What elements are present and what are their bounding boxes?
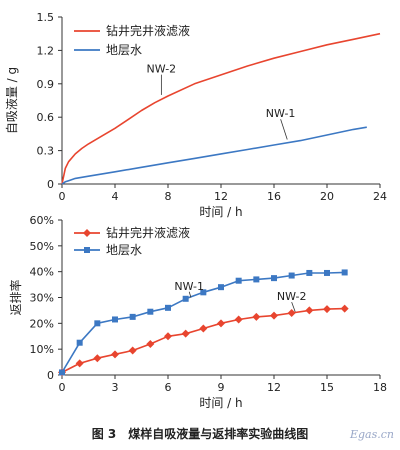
- chart2-series-2-point: [306, 269, 313, 276]
- chart1-x-tick-label: 16: [267, 190, 281, 203]
- chart2-x-tick-label: 15: [320, 381, 334, 394]
- chart1-y-tick-label: 0.6: [37, 111, 55, 124]
- chart2-series-2-point: [59, 369, 65, 376]
- chart2-series-1-point: [287, 309, 296, 317]
- chart2-series-1-point: [75, 359, 84, 368]
- chart2-series-1-point: [146, 340, 155, 348]
- chart2-series-2-point: [271, 275, 277, 282]
- chart2-series-2-point: [341, 269, 348, 276]
- chart1-x-axis-label: 时间 / h: [199, 205, 242, 219]
- chart2-y-tick-label: 50%: [30, 240, 54, 253]
- chart2-series-1-point: [111, 350, 119, 359]
- chart2-series-1-point: [340, 304, 349, 313]
- chart1-y-axis-label: 自吸液量 / g: [4, 67, 19, 134]
- chart2-series-1-point: [181, 329, 190, 338]
- chart2-series-1-point: [164, 332, 172, 341]
- chart2-x-axis-label: 时间 / h: [199, 396, 242, 410]
- chart2-series-1-point: [252, 312, 261, 321]
- chart2-y-tick-label: 30%: [30, 292, 54, 305]
- chart1-legend-label-2: 地层水: [106, 43, 142, 57]
- chart2-series-1-point: [323, 305, 331, 314]
- chart2-legend-marker-2: [84, 247, 90, 253]
- chart2-series-1-point: [305, 306, 314, 315]
- chart2-y-axis-label: 返排率: [8, 279, 23, 315]
- chart2-series-2-point: [288, 272, 295, 279]
- chart2-series-2-point: [200, 289, 207, 296]
- chart1-x-tick-label: 12: [214, 190, 228, 203]
- chart2-x-tick-label: 6: [165, 381, 172, 394]
- chart1-y-tick-label: 0: [47, 178, 54, 191]
- chart1-y-tick-label: 1.5: [37, 11, 55, 24]
- chart2-annotation-leader-1: [188, 291, 192, 298]
- chart2-series-2-point: [182, 295, 189, 302]
- chart2-x-tick-label: 3: [112, 381, 119, 394]
- watermark: Egas.cn: [349, 428, 394, 441]
- chart2-y-tick-label: 0: [47, 369, 54, 382]
- chart1-annotation-label-1: NW-2: [147, 63, 177, 76]
- chart2-series-1-point: [234, 315, 243, 324]
- chart2-annotation-leader-2: [291, 301, 296, 312]
- chart2-legend-label-1: 钻井完井液滤液: [106, 225, 190, 240]
- chart2-y-tick-label: 10%: [30, 343, 54, 356]
- chart1-annotation-leader-2: [280, 119, 288, 140]
- chart2-x-tick-label: 12: [267, 381, 281, 394]
- chart2-series-1-point: [270, 311, 278, 320]
- chart2-legend-label-2: 地层水: [106, 243, 142, 257]
- chart1-x-tick-label: 4: [112, 190, 119, 203]
- chart2-series-1-point: [128, 346, 137, 355]
- chart2-series-2-point: [76, 339, 83, 346]
- chart2-y-tick-label: 60%: [30, 214, 54, 227]
- chart1-y-tick-label: 1.2: [37, 44, 55, 57]
- chart2-annotation-label-2: NW-2: [277, 290, 307, 303]
- chart1-y-tick-label: 0.3: [37, 145, 55, 158]
- chart1-x-tick-label: 0: [59, 190, 66, 203]
- chart2-series-line-1: [61, 307, 345, 374]
- chart1-series-line-1: [61, 32, 381, 185]
- chart2-series-2-point: [129, 313, 136, 320]
- figure-caption: 图 3 煤样自吸液量与返排率实验曲线图: [91, 427, 309, 441]
- chart1-x-tick-label: 20: [320, 190, 334, 203]
- chart2-series-2-point: [94, 320, 101, 327]
- chart1-series-line-2: [61, 126, 367, 185]
- chart2-annotation-label-1: NW-1: [174, 280, 204, 293]
- chart2-legend-marker-1: [83, 229, 91, 237]
- chart2-series-2-point: [147, 308, 154, 315]
- chart2-series-2-point: [253, 276, 260, 283]
- chart2-x-tick-label: 9: [218, 381, 225, 394]
- chart1-annotation-label-2: NW-1: [266, 107, 296, 120]
- chart1-legend-label-1: 钻井完井液滤液: [106, 23, 190, 38]
- chart2-y-tick-label: 40%: [30, 266, 54, 279]
- chart2-series-2-point: [112, 316, 118, 323]
- chart2-series-2-point: [165, 304, 171, 311]
- chart1-x-tick-label: 8: [165, 190, 172, 203]
- chart2-series-2-point: [235, 277, 242, 284]
- chart2-x-tick-label: 0: [59, 381, 66, 394]
- chart2-y-tick-label: 20%: [30, 317, 54, 330]
- chart2-series-2-point: [324, 269, 330, 276]
- chart2-series-2-point: [218, 284, 224, 291]
- chart2-series-1-point: [199, 324, 208, 333]
- chart1-y-tick-label: 0.9: [37, 78, 55, 91]
- chart1-x-tick-label: 24: [373, 190, 387, 203]
- chart2-x-tick-label: 18: [373, 381, 387, 394]
- chart2-series-1-point: [93, 354, 102, 363]
- chart2-series-1-point: [217, 319, 225, 328]
